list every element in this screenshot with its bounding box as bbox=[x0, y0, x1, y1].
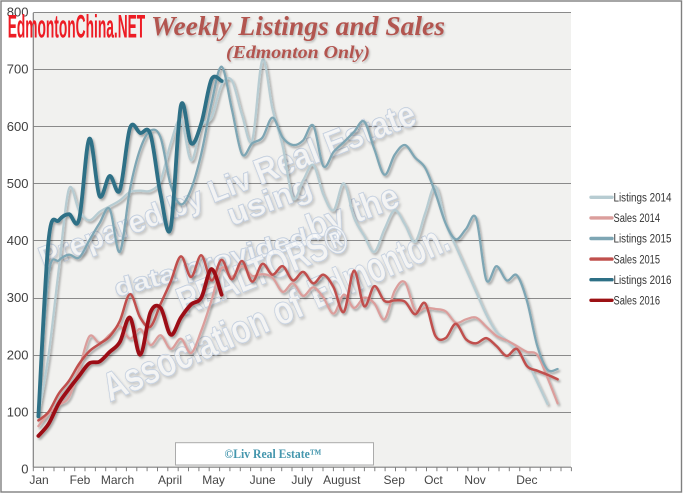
svg-text:Sep: Sep bbox=[384, 473, 406, 487]
svg-text:Sales 2016: Sales 2016 bbox=[614, 296, 661, 308]
svg-text:Listings 2014: Listings 2014 bbox=[614, 193, 673, 205]
svg-text:Oct: Oct bbox=[424, 473, 443, 487]
svg-text:0: 0 bbox=[21, 462, 28, 477]
svg-text:April: April bbox=[158, 473, 182, 487]
svg-text:100: 100 bbox=[7, 405, 29, 420]
svg-text:Sales 2015: Sales 2015 bbox=[614, 254, 661, 266]
svg-text:Weekly Listings and Sales: Weekly Listings and Sales bbox=[151, 11, 445, 41]
svg-text:EdmontonChina.NET: EdmontonChina.NET bbox=[8, 9, 146, 45]
svg-text:400: 400 bbox=[7, 233, 29, 248]
svg-text:May: May bbox=[202, 473, 225, 487]
svg-text:June: June bbox=[250, 473, 276, 487]
svg-text:700: 700 bbox=[7, 62, 29, 77]
svg-text:Jan: Jan bbox=[29, 473, 48, 487]
svg-text:August: August bbox=[323, 473, 361, 487]
svg-text:March: March bbox=[101, 473, 134, 487]
svg-text:Feb: Feb bbox=[70, 473, 91, 487]
svg-text:300: 300 bbox=[7, 290, 29, 305]
svg-text:©Liv Real Estate™: ©Liv Real Estate™ bbox=[225, 446, 322, 461]
svg-text:Nov: Nov bbox=[464, 473, 485, 487]
svg-text:800: 800 bbox=[7, 5, 29, 20]
svg-text:600: 600 bbox=[7, 119, 29, 134]
svg-text:Sales 2014: Sales 2014 bbox=[614, 213, 661, 225]
svg-text:200: 200 bbox=[7, 347, 29, 362]
svg-text:Dec: Dec bbox=[516, 473, 537, 487]
svg-text:Listings 2016: Listings 2016 bbox=[614, 275, 672, 287]
svg-text:Listings 2015: Listings 2015 bbox=[614, 234, 672, 246]
svg-text:500: 500 bbox=[7, 176, 29, 191]
svg-text:July: July bbox=[291, 473, 312, 487]
svg-text:(Edmonton Only): (Edmonton Only) bbox=[226, 42, 370, 62]
